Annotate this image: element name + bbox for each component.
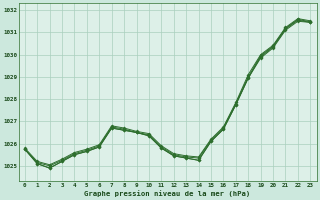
X-axis label: Graphe pression niveau de la mer (hPa): Graphe pression niveau de la mer (hPa) <box>84 190 251 197</box>
